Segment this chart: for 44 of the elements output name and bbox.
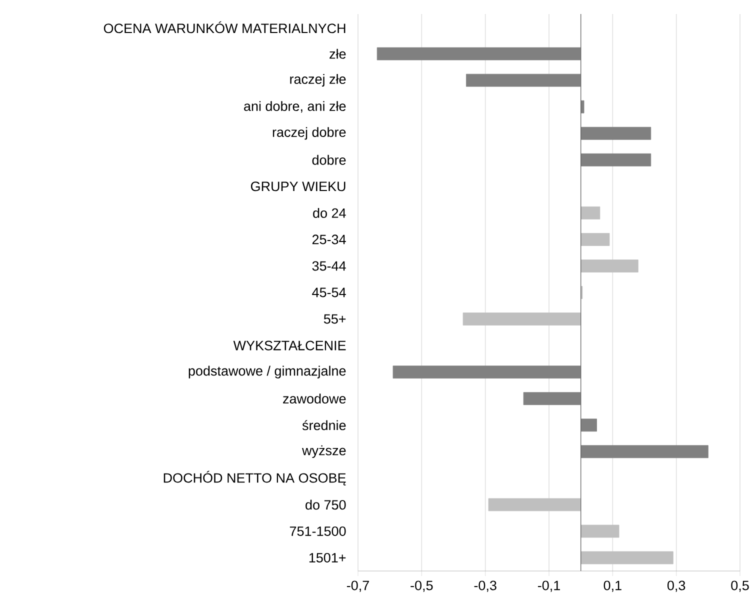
y-tick-label: DOCHÓD NETTO NA OSOBĘ <box>164 470 346 486</box>
bar <box>580 126 652 140</box>
bar <box>580 233 610 246</box>
x-tick-label: -0,1 <box>538 580 560 592</box>
x-tick-label: -0,3 <box>474 580 496 592</box>
y-tick-label: wyższe <box>302 445 346 458</box>
bar <box>580 418 597 432</box>
bar <box>580 445 708 458</box>
y-tick-label: ani dobre, ani złe <box>244 101 346 113</box>
bar <box>488 498 582 512</box>
y-tick-label: do 24 <box>313 208 346 218</box>
x-tick-label: 0,1 <box>604 580 622 592</box>
y-tick-label: 751-1500 <box>290 526 346 536</box>
y-tick-label: zawodowe <box>283 394 346 404</box>
x-tick-label: 0,5 <box>731 580 749 592</box>
bar <box>376 47 582 60</box>
bar <box>580 551 674 564</box>
y-tick-label: 55+ <box>324 314 346 324</box>
bar <box>580 153 652 166</box>
y-tick-label: złe <box>330 48 346 59</box>
bar <box>523 392 582 406</box>
bar <box>462 312 582 326</box>
y-tick-label: GRUPY WIEKU <box>250 182 346 192</box>
y-tick-label: 45-54 <box>312 288 346 298</box>
y-tick-label: podstawowe / gimnazjalne <box>188 366 346 378</box>
bar <box>580 524 620 538</box>
bar <box>580 206 600 220</box>
y-tick-label: 35-44 <box>312 261 346 271</box>
y-tick-label: dobre <box>312 154 346 165</box>
y-tick-label: 1501+ <box>309 552 346 563</box>
y-tick-label: raczej złe <box>290 74 346 87</box>
y-tick-label: do 750 <box>306 500 346 510</box>
y-tick-label: średnie <box>302 420 346 430</box>
bar <box>392 366 582 379</box>
bar <box>466 74 582 87</box>
y-tick-label: WYKSZTAŁCENIE <box>233 340 346 350</box>
y-tick-label: raczej dobre <box>272 127 346 140</box>
y-tick-label: 25-34 <box>312 234 346 244</box>
x-tick-label: 0,3 <box>667 580 686 592</box>
bar <box>580 100 584 114</box>
x-tick-label: -0,5 <box>410 580 433 592</box>
bar <box>580 260 638 272</box>
y-tick-label: OCENA WARUNKÓW MATERIALNYCH <box>104 21 346 34</box>
x-tick-label: -0,7 <box>346 580 369 592</box>
